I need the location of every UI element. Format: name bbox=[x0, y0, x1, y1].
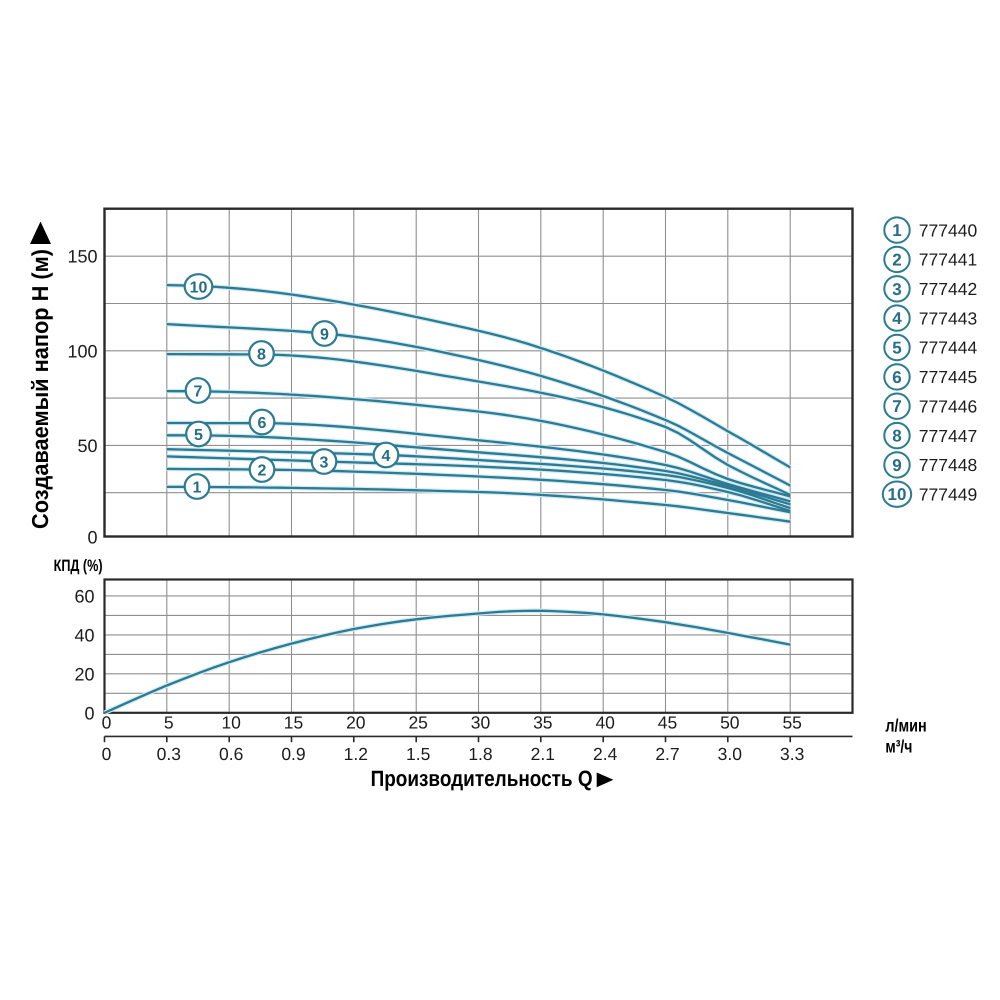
svg-text:15: 15 bbox=[284, 713, 303, 733]
svg-text:777448: 777448 bbox=[919, 455, 977, 475]
svg-text:1.5: 1.5 bbox=[406, 744, 430, 764]
svg-text:3.3: 3.3 bbox=[780, 744, 804, 764]
svg-text:777447: 777447 bbox=[919, 426, 977, 446]
svg-text:20: 20 bbox=[346, 713, 366, 733]
svg-text:50: 50 bbox=[720, 713, 740, 733]
svg-text:1: 1 bbox=[193, 479, 202, 496]
svg-text:0: 0 bbox=[102, 744, 112, 764]
svg-text:777440: 777440 bbox=[919, 220, 978, 240]
svg-text:м³/ч: м³/ч bbox=[885, 737, 912, 757]
svg-text:7: 7 bbox=[892, 397, 901, 416]
svg-text:3.0: 3.0 bbox=[718, 744, 743, 764]
svg-text:КПД (%): КПД (%) bbox=[54, 557, 103, 575]
svg-text:50: 50 bbox=[77, 436, 97, 456]
svg-text:777446: 777446 bbox=[919, 396, 977, 416]
svg-text:35: 35 bbox=[533, 713, 552, 733]
svg-text:4: 4 bbox=[892, 309, 902, 328]
svg-text:2: 2 bbox=[892, 250, 901, 269]
svg-text:0: 0 bbox=[87, 527, 97, 547]
svg-text:20: 20 bbox=[74, 664, 94, 684]
svg-text:100: 100 bbox=[67, 341, 97, 361]
svg-text:55: 55 bbox=[782, 713, 801, 733]
svg-text:1.8: 1.8 bbox=[468, 744, 492, 764]
svg-text:9: 9 bbox=[320, 326, 329, 343]
svg-text:0.9: 0.9 bbox=[281, 744, 305, 764]
svg-text:10: 10 bbox=[190, 279, 208, 296]
svg-text:8: 8 bbox=[257, 346, 266, 363]
svg-text:777443: 777443 bbox=[919, 308, 977, 328]
svg-text:40: 40 bbox=[595, 713, 615, 733]
svg-text:Производительность Q: Производительность Q bbox=[371, 766, 593, 791]
svg-text:5: 5 bbox=[892, 339, 901, 358]
svg-text:777445: 777445 bbox=[919, 367, 977, 387]
svg-text:150: 150 bbox=[67, 247, 97, 267]
svg-text:45: 45 bbox=[658, 713, 677, 733]
svg-text:0.6: 0.6 bbox=[219, 744, 243, 764]
svg-text:25: 25 bbox=[408, 713, 427, 733]
svg-text:2.1: 2.1 bbox=[531, 744, 555, 764]
svg-text:0: 0 bbox=[102, 713, 112, 733]
svg-text:777442: 777442 bbox=[919, 279, 977, 299]
svg-text:3: 3 bbox=[320, 454, 329, 471]
svg-text:Создаваемый напор Н (м): Создаваемый напор Н (м) bbox=[27, 249, 53, 529]
svg-text:40: 40 bbox=[74, 625, 94, 645]
svg-text:60: 60 bbox=[74, 586, 94, 606]
svg-text:4: 4 bbox=[382, 448, 391, 465]
svg-text:777441: 777441 bbox=[919, 250, 977, 270]
svg-text:2: 2 bbox=[258, 462, 267, 479]
svg-text:2.4: 2.4 bbox=[593, 744, 618, 764]
svg-text:10: 10 bbox=[888, 485, 907, 504]
svg-text:7: 7 bbox=[194, 383, 203, 400]
svg-text:1.2: 1.2 bbox=[344, 744, 368, 764]
svg-text:0.3: 0.3 bbox=[157, 744, 181, 764]
svg-text:5: 5 bbox=[164, 713, 174, 733]
svg-text:6: 6 bbox=[892, 368, 901, 387]
svg-text:0: 0 bbox=[84, 703, 94, 723]
svg-text:1: 1 bbox=[892, 221, 901, 240]
svg-text:л/мин: л/мин bbox=[885, 715, 926, 735]
svg-text:8: 8 bbox=[892, 427, 901, 446]
svg-text:777449: 777449 bbox=[919, 484, 977, 504]
svg-text:3: 3 bbox=[892, 280, 901, 299]
svg-text:5: 5 bbox=[194, 427, 203, 444]
svg-text:2.7: 2.7 bbox=[655, 744, 679, 764]
svg-text:10: 10 bbox=[221, 713, 241, 733]
svg-text:6: 6 bbox=[258, 415, 267, 432]
svg-text:30: 30 bbox=[471, 713, 491, 733]
svg-text:9: 9 bbox=[892, 456, 901, 475]
svg-text:777444: 777444 bbox=[919, 338, 978, 358]
